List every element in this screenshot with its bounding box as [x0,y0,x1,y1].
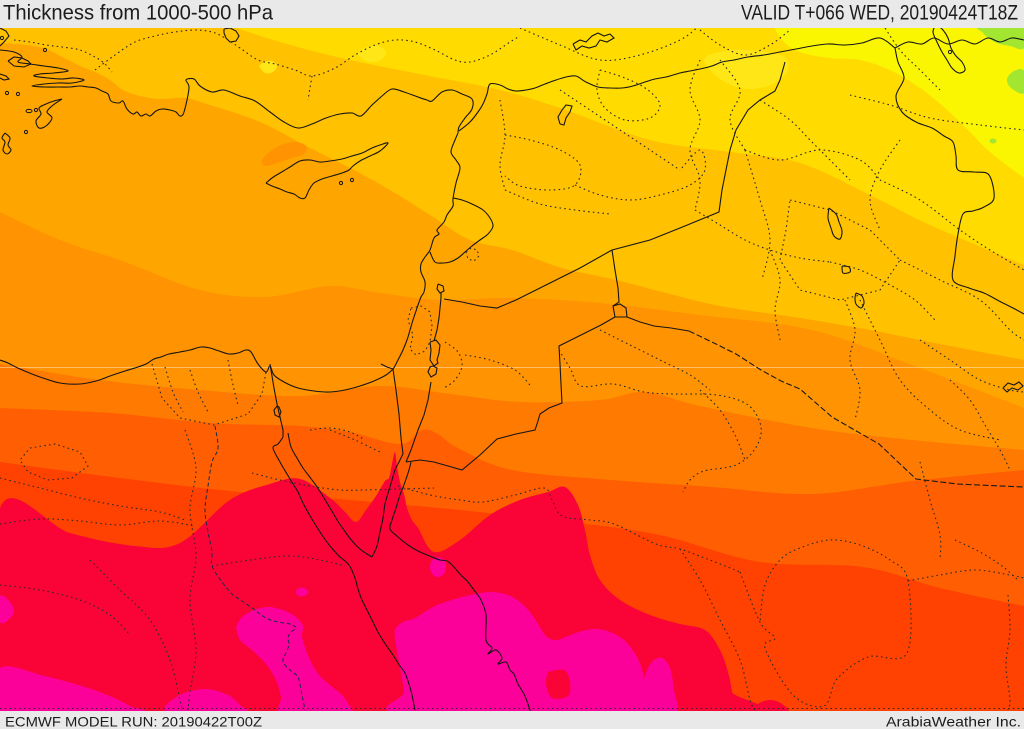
svg-text:ArabiaWeather Inc.: ArabiaWeather Inc. [886,714,1021,729]
svg-text:Thickness from 1000-500 hPa: Thickness from 1000-500 hPa [3,1,273,25]
svg-text:VALID T+066 WED, 20190424T18Z: VALID T+066 WED, 20190424T18Z [741,1,1018,25]
svg-text:ECMWF MODEL RUN: 20190422T00Z: ECMWF MODEL RUN: 20190422T00Z [5,714,262,729]
